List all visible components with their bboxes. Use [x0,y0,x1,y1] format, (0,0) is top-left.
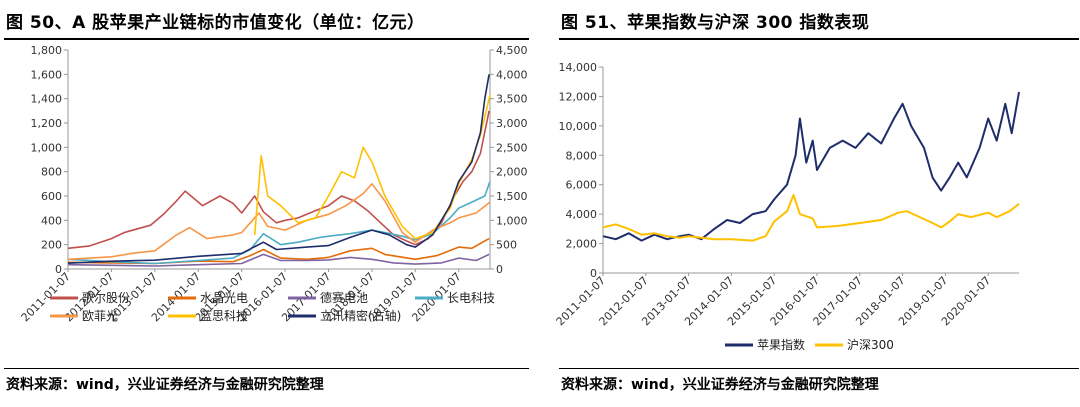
y-tick-label: 4,000 [566,208,598,221]
y-tick-label: 1,400 [31,93,63,106]
legend-label: 沪深300 [847,338,894,352]
series-line-1 [67,110,490,250]
y2-tick-label: 4,500 [496,44,528,57]
y-tick-label: 200 [41,239,62,252]
left-figure: 图 50、A 股苹果产业链标的市值变化（单位：亿元） 0 200 400 600 800… [0,0,530,407]
y-tick-label: 1,600 [31,68,63,81]
right-figure: 图 51、苹果指数与沪深 300 指数表现 0 2,000 4,000 6,000 8,… [554,0,1080,407]
y-tick-label: 0 [55,263,62,276]
legend-label: 歌尔股份 [82,290,130,305]
y-tick-label: 0 [590,267,597,280]
legend-label: 蓝思科技 [200,309,248,323]
legend-label: 欧菲光 [82,309,118,323]
y-tick-label: 2,000 [566,238,598,251]
series-line-2 [602,194,1020,242]
series-line-7 [67,74,490,264]
y2-tick-label: 2,000 [496,166,528,179]
y-tick-label: 1,000 [31,141,63,154]
series-line-1 [602,91,1020,242]
market-cap-line-chart: 0 200 400 600 800 1,000 1,200 1,400 1,600 1,800 0 5… [19,44,528,324]
figure-title: 图 51、苹果指数与沪深 300 指数表现 [561,13,870,33]
y-tick-label: 12,000 [559,90,598,103]
y-tick-label: 400 [41,214,62,227]
source-divider [559,368,1079,369]
y2-tick-label: 500 [496,239,517,252]
series-line-4 [67,181,491,265]
title-divider [559,38,1079,40]
legend-label: 水晶光电 [200,291,248,305]
y-tick-label: 14,000 [559,61,598,74]
y-tick-label: 600 [41,190,62,203]
y2-tick-label: 1,500 [496,190,528,203]
y2-tick-label: 3,500 [496,93,528,106]
y2-tick-label: 0 [496,263,503,276]
y-tick-label: 1,800 [31,44,63,57]
legend-label: 立讯精密(右轴) [320,308,401,323]
source-note: 资料来源：wind，兴业证券经济与金融研究院整理 [561,377,879,393]
y2-tick-label: 3,000 [496,117,528,130]
y-tick-label: 800 [41,166,62,179]
legend-label: 德赛电池 [320,290,368,305]
y-tick-label: 1,200 [31,117,63,130]
y-tick-label: 8,000 [566,149,598,162]
index-line-chart: 02,0004,0006,0008,00010,00012,00014,0002… [554,61,1020,352]
figure-title: 图 50、A 股苹果产业链标的市值变化（单位：亿元） [6,13,425,33]
series-line-6 [253,94,491,240]
y2-tick-label: 1,000 [496,214,528,227]
y2-tick-label: 2,500 [496,141,528,154]
title-divider [4,38,529,40]
legend-label: 长电科技 [447,291,495,305]
y-tick-label: 6,000 [566,179,598,192]
y-tick-label: 10,000 [559,120,598,133]
source-note: 资料来源：wind，兴业证券经济与金融研究院整理 [6,377,324,393]
source-divider [4,368,529,369]
legend-label: 苹果指数 [757,337,805,352]
y2-tick-label: 4,000 [496,68,528,81]
series-line-3 [67,253,490,267]
